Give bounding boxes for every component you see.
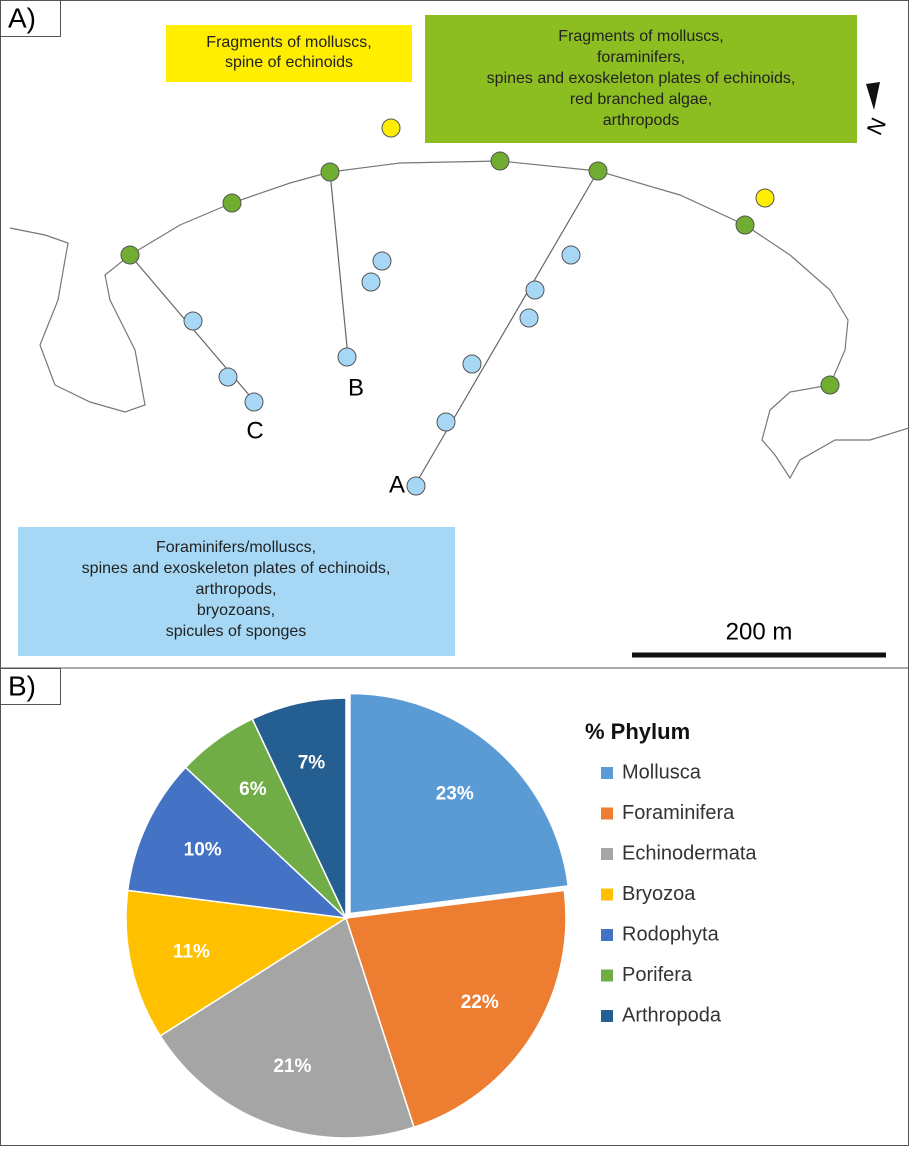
panel-label: B): [8, 670, 36, 701]
panel-label-box: [0, 668, 61, 705]
pie-slice: [126, 766, 349, 920]
pie-slice: [345, 889, 567, 1129]
blue-box: [18, 527, 455, 656]
data-label: 6%: [239, 779, 267, 800]
scale-label: 200 m: [726, 618, 793, 645]
legend-label: Bryozoa: [622, 883, 696, 905]
data-label: 7%: [298, 752, 326, 773]
legend-label: Echinodermata: [622, 842, 757, 864]
panel-label: A): [8, 2, 36, 33]
sample-points: [120, 118, 840, 496]
panel-label-box: [0, 0, 61, 37]
transect-label: C: [246, 417, 263, 444]
legend-swatch: [601, 888, 613, 901]
coastline: [9, 160, 909, 480]
box-text: spine of echinoids: [225, 54, 353, 71]
data-label: 10%: [184, 840, 222, 861]
data-label: 11%: [173, 942, 210, 963]
legend-swatch: [601, 848, 613, 860]
green-box: [425, 15, 857, 143]
box-text: arthropods,: [196, 581, 277, 598]
box-text: Foraminifers/molluscs,: [156, 539, 316, 556]
legend-label: Arthropoda: [622, 1004, 722, 1026]
yellow-box: [166, 25, 412, 82]
data-label: 21%: [273, 1056, 311, 1077]
box-text: red branched algae,: [570, 91, 712, 108]
transect-label: A: [389, 471, 405, 498]
legend-label: Porifera: [622, 964, 693, 986]
pie-slice: [251, 697, 347, 919]
pie-slice: [349, 692, 570, 915]
legend-label: Mollusca: [622, 761, 702, 783]
box-text: arthropods: [603, 112, 680, 129]
box-text: Fragments of molluscs,: [558, 28, 723, 45]
legend-swatch: [601, 1010, 613, 1022]
box-text: Fragments of molluscs,: [206, 34, 371, 51]
pie-slice: [159, 916, 415, 1139]
box-text: bryozoans,: [197, 602, 275, 619]
legend-swatch: [601, 929, 613, 941]
box-text: foraminifers,: [597, 49, 685, 66]
legend-label: Rodophyta: [622, 923, 720, 945]
box-text: spines and exoskeleton plates of echinoi…: [82, 560, 391, 577]
legend-title: % Phylum: [585, 719, 690, 744]
legend-swatch: [601, 969, 613, 982]
pie-slice: [125, 889, 349, 1037]
data-label: 23%: [436, 784, 474, 805]
data-label: 22%: [461, 992, 499, 1013]
box-text: spicules of sponges: [166, 623, 307, 640]
box-text: spines and exoskeleton plates of echinoi…: [487, 70, 796, 87]
legend-label: Foraminifera: [622, 802, 735, 824]
transect-label: B: [348, 374, 364, 401]
legend-swatch: [601, 807, 613, 820]
north-arrow: [866, 82, 880, 110]
legend-swatch: [601, 767, 613, 779]
